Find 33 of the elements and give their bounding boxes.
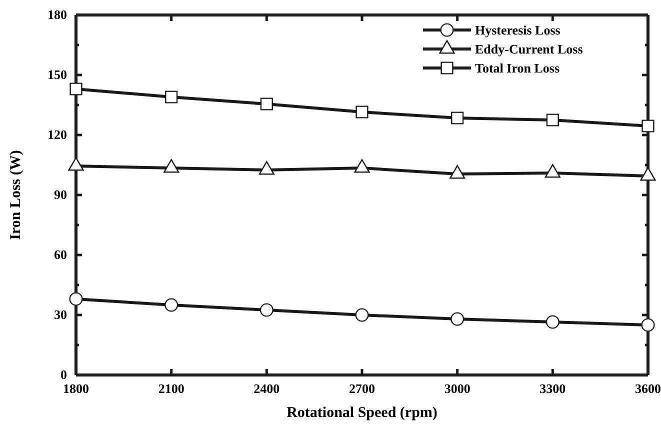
- x-tick-label: 1800: [63, 381, 89, 396]
- y-tick-label: 150: [48, 67, 67, 82]
- point: [164, 298, 178, 312]
- x-tick-label: 3300: [540, 381, 566, 396]
- y-tick-label: 0: [60, 367, 67, 382]
- point: [451, 112, 464, 124]
- point: [450, 312, 464, 326]
- point: [69, 292, 83, 306]
- point: [641, 318, 655, 332]
- y-tick-label: 90: [54, 187, 67, 202]
- point: [70, 82, 82, 96]
- point: [356, 106, 368, 118]
- legend-label: Hysteresis Loss: [475, 22, 560, 38]
- y-tick-label: 30: [54, 307, 67, 322]
- y-tick-label: 60: [54, 247, 67, 262]
- point: [355, 308, 369, 322]
- point: [546, 315, 560, 329]
- x-tick-label: 2700: [349, 381, 375, 396]
- point: [260, 98, 273, 110]
- point: [165, 90, 178, 104]
- point: [260, 303, 274, 317]
- x-axis-title: Rotational Speed (rpm): [286, 405, 438, 421]
- y-tick-label: 120: [48, 127, 67, 142]
- x-tick-label: 3000: [444, 381, 470, 396]
- y-axis-title: Iron Loss (W): [8, 150, 24, 240]
- x-tick-label: 2400: [254, 381, 280, 396]
- x-tick-label: 3600: [635, 381, 661, 396]
- y-tick-label: 180: [48, 7, 67, 22]
- legend-label: Eddy-Current Loss: [475, 42, 583, 56]
- x-tick-label: 2100: [158, 381, 184, 396]
- point: [642, 120, 654, 132]
- legend-label: Total Iron Loss: [475, 60, 560, 76]
- point: [546, 114, 559, 126]
